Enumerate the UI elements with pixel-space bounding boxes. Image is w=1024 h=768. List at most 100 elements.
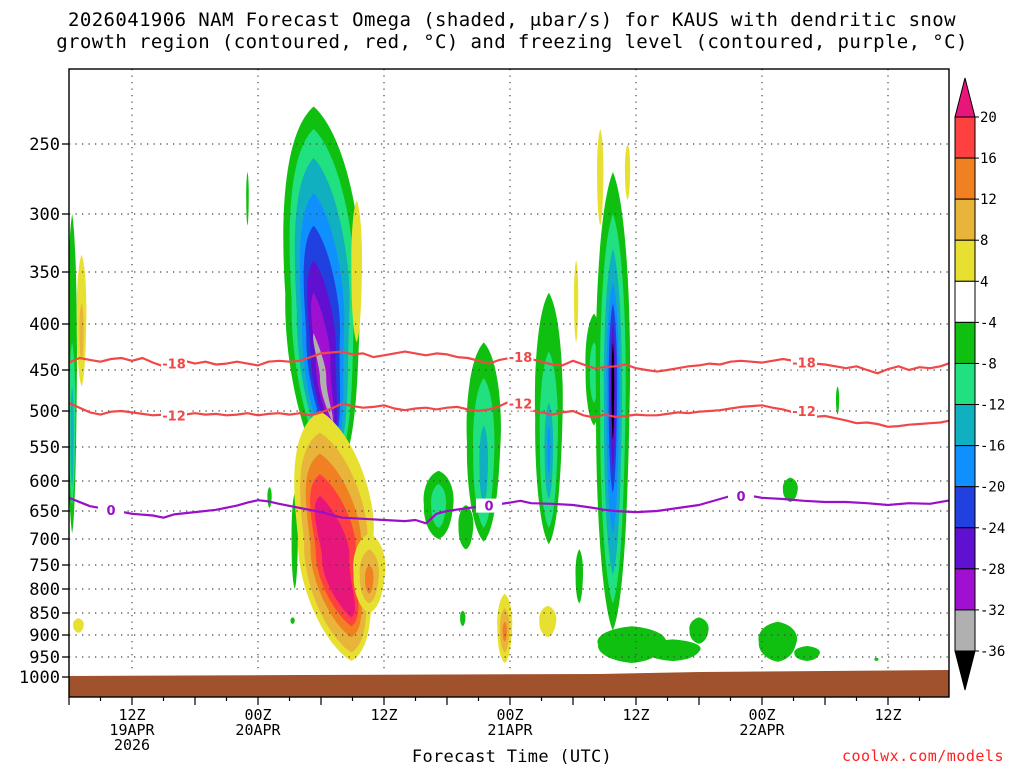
freezing_level-label-2: 0 xyxy=(736,490,745,505)
colorbar-label-4: 4 xyxy=(980,274,988,290)
omega-late-sink-0 xyxy=(539,605,557,638)
y-tick-label-850: 850 xyxy=(29,604,60,624)
colorbar-segment-8 xyxy=(954,445,976,488)
y-tick-label-1000: 1000 xyxy=(19,668,60,688)
omega-speck-1-0 xyxy=(246,172,249,226)
dgz_bottom-label-bg-2 xyxy=(791,404,817,418)
omega-late-sink-3-0 xyxy=(597,129,604,226)
colorbar-label-11: -28 xyxy=(980,562,1005,578)
y-tick-label-300: 300 xyxy=(29,205,60,225)
colorbar-label-5: -4 xyxy=(980,315,997,331)
dgz_bottom-label-1: -12 xyxy=(509,398,533,413)
x-tick-label-18-1: 00Z xyxy=(244,706,271,724)
y-tick-label-950: 950 xyxy=(29,648,60,668)
omega-speck-5-0 xyxy=(835,386,840,415)
colorbar-label-2: 12 xyxy=(980,192,997,208)
dgz_bottom-label-bg-0 xyxy=(161,408,187,423)
chart-title-line-2: growth region (contoured, red, °C) and f… xyxy=(56,31,968,53)
omega-speck-6-0 xyxy=(874,657,879,661)
chart-title-line-1: 2026041906 NAM Forecast Omega (shaded, μ… xyxy=(68,9,956,31)
x-tick-label-42-2: 21APR xyxy=(487,721,533,739)
colorbar-segment-9 xyxy=(954,486,976,529)
colorbar-segment-11 xyxy=(954,568,976,611)
x-tick-label-42-1: 00Z xyxy=(496,706,523,724)
freezing_level-label-0: 0 xyxy=(106,504,115,519)
omega-mid-sink-2 xyxy=(502,621,507,642)
freezing_level-label-bg-0 xyxy=(98,502,124,517)
omega-late-4-0 xyxy=(782,477,798,502)
dgz_bottom-label-bg-1 xyxy=(507,396,534,411)
y-tick-label-450: 450 xyxy=(29,361,60,381)
omega-field xyxy=(69,106,879,663)
omega-early-2 xyxy=(70,386,74,487)
y-tick-label-800: 800 xyxy=(29,580,60,600)
x-tick-label-18-2: 20APR xyxy=(235,721,281,739)
dgz_top-label-0: -18 xyxy=(162,358,186,373)
dgz_top-label-2: -18 xyxy=(792,357,816,372)
y-axis: 2503003504004505005506006507007508008509… xyxy=(19,135,69,688)
omega-low-band-2-0 xyxy=(644,639,701,661)
omega-speck-2-0 xyxy=(267,487,272,508)
y-tick-label-750: 750 xyxy=(29,556,60,576)
x-tick-label-66-2: 22APR xyxy=(739,721,785,739)
x-tick-label-6-3: 2026 xyxy=(114,736,150,754)
y-tick-label-700: 700 xyxy=(29,530,60,550)
dgz_top-label-bg-1 xyxy=(507,350,534,365)
omega-mid-3-2 xyxy=(479,425,489,505)
colorbar-label-13: -36 xyxy=(980,644,1005,660)
omega-mid-2-0 xyxy=(458,505,474,550)
freezing_level-label-bg-2 xyxy=(728,489,754,503)
colorbar-segment-7 xyxy=(954,404,976,447)
x-tick-label-6-1: 12Z xyxy=(118,706,145,724)
omega-speck-3-0 xyxy=(290,617,295,624)
colorbar-label-7: -12 xyxy=(980,398,1005,414)
contour-lines: -18 -18 -18 -12 -12 -12 0 0 0 xyxy=(69,350,949,525)
colorbar-segment-0 xyxy=(954,116,976,159)
colorbar-segment-6 xyxy=(954,362,976,406)
dgz_top-label-bg-0 xyxy=(161,356,187,371)
colorbar-segment-12 xyxy=(954,609,976,652)
x-tick-label-54-1: 12Z xyxy=(622,706,649,724)
freezing_level-label-bg-1 xyxy=(476,498,502,513)
omega-sink-2-2 xyxy=(365,565,374,594)
colorbar-label-6: -8 xyxy=(980,356,997,372)
y-tick-label-550: 550 xyxy=(29,438,60,458)
colorbar-label-9: -20 xyxy=(980,480,1005,496)
omega-late-3-0 xyxy=(575,549,584,604)
omega-low-band-5-0 xyxy=(794,646,821,661)
x-axis-label: Forecast Time (UTC) xyxy=(411,747,613,767)
colorbar: 20 16 12 8 4 -4 -8 -12 -16 -20 -24 -28 -32 -36 xyxy=(954,77,1005,691)
omega-low-band-4-0 xyxy=(758,621,798,662)
colorbar-segment-2 xyxy=(954,198,976,241)
y-tick-label-350: 350 xyxy=(29,263,60,283)
y-tick-label-400: 400 xyxy=(29,315,60,335)
colorbar-segment-1 xyxy=(954,157,976,200)
omega-early-sink-low-0 xyxy=(73,618,84,633)
dgz_bottom-label-0: -12 xyxy=(162,409,186,424)
colorbar-arrow-top xyxy=(954,77,976,118)
colorbar-segment-10 xyxy=(954,527,976,570)
y-tick-label-500: 500 xyxy=(29,402,60,422)
colorbar-segment-3 xyxy=(954,239,976,282)
dgz_bottom-label-2: -12 xyxy=(792,405,816,420)
omega-late-sink-2-0 xyxy=(574,260,579,343)
colorbar-label-10: -24 xyxy=(980,521,1005,537)
y-tick-label-250: 250 xyxy=(29,135,60,155)
colorbar-label-12: -32 xyxy=(980,603,1005,619)
omega-main-sink-4 xyxy=(314,496,355,618)
omega-mid-1-1 xyxy=(431,484,447,528)
x-tick-label-30-1: 12Z xyxy=(370,706,397,724)
colorbar-segment-4 xyxy=(954,280,976,323)
colorbar-arrow-bottom xyxy=(954,650,976,691)
omega-early-sink-1 xyxy=(79,303,84,361)
omega-side-sink-0 xyxy=(351,200,363,343)
x-tick-label-6-2: 19APR xyxy=(109,721,155,739)
omega-late-1-3 xyxy=(547,425,551,475)
omega-late-sink-4-0 xyxy=(624,144,631,200)
dgz_top-label-bg-2 xyxy=(791,355,817,370)
dgz_top-label-1: -18 xyxy=(509,351,533,366)
y-tick-label-650: 650 xyxy=(29,502,60,522)
plot-frame xyxy=(68,68,950,698)
